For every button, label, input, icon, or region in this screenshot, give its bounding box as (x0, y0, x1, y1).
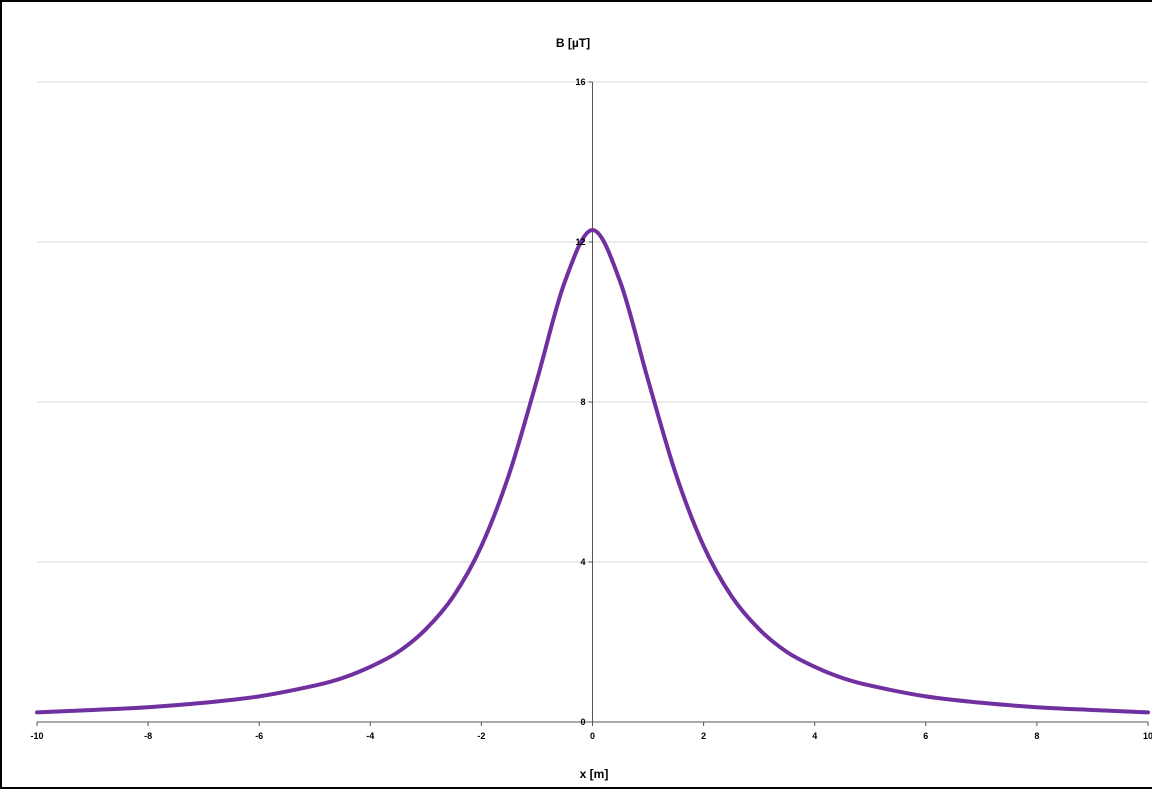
x-tick-label: -6 (255, 731, 263, 741)
y-tick-label: 8 (580, 397, 585, 407)
x-tick-label: -10 (30, 731, 43, 741)
x-tick-label: 10 (1143, 731, 1152, 741)
x-tick-label: -8 (144, 731, 152, 741)
x-tick-label: 6 (923, 731, 928, 741)
x-tick-label: -2 (477, 731, 485, 741)
x-axis-title: x [m] (580, 767, 609, 781)
y-tick-label: 16 (575, 77, 585, 87)
axes (36, 81, 1149, 726)
x-tick-label: 4 (812, 731, 817, 741)
x-tick-label: -4 (366, 731, 374, 741)
y-tick-label: 4 (580, 557, 585, 567)
y-tick-label: 0 (580, 717, 585, 727)
x-tick-label: 0 (590, 731, 595, 741)
y-tick-label: 12 (575, 237, 585, 247)
x-tick-label: 8 (1034, 731, 1039, 741)
series-layer (35, 228, 1150, 715)
tick-labels: -10 -8 -6 -4 -2 0 2 4 6 8 10 0 4 8 12 16 (30, 77, 1152, 741)
x-tick-label: 2 (701, 731, 706, 741)
series-line (35, 228, 1150, 715)
y-axis-title: B [µT] (556, 36, 590, 50)
